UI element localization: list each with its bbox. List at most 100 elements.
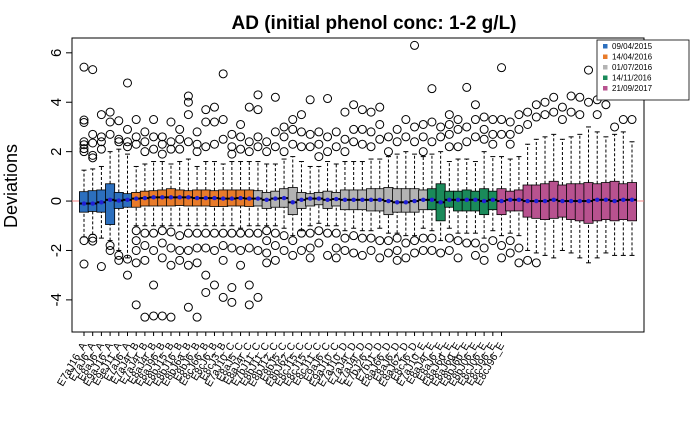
outlier-point [244,228,254,238]
outlier-point [479,255,489,265]
legend-swatch [603,75,608,80]
outlier-point [79,259,89,269]
mean-point [455,197,461,203]
outlier-point [514,243,524,253]
outlier-point [314,238,324,248]
outlier-point [227,297,237,307]
outlier-point [96,132,106,142]
box-49 [505,117,516,258]
mean-point [177,195,182,200]
legend-swatch [603,65,608,70]
outlier-point [566,107,576,117]
outlier-point [201,228,211,238]
outlier-point [192,139,202,149]
outlier-point [209,245,219,255]
outlier-point [470,238,480,248]
outlier-point [183,302,193,312]
outlier-point [122,270,132,280]
outlier-point [192,127,202,137]
outlier-point [149,311,159,321]
outlier-point [523,255,533,265]
mean-point [360,197,365,203]
outlier-point [96,144,106,154]
outlier-point [410,137,420,147]
outlier-point [88,233,98,243]
outlier-point [331,243,341,253]
outlier-point [444,245,454,255]
mean-point [334,196,339,202]
outlier-point [505,248,515,258]
outlier-point [418,119,428,129]
outlier-point [323,132,333,142]
box-58 [583,65,594,264]
outlier-point [149,245,159,255]
outlier-point [610,122,620,132]
outlier-point [305,253,315,263]
outlier-point [227,129,237,139]
outlier-point [175,124,185,134]
outlier-point [514,258,524,268]
outlier-point [305,95,315,105]
outlier-point [140,312,150,322]
mean-point [525,198,530,204]
y-tick-label: -4 [48,293,65,306]
mean-point [595,197,600,203]
outlier-point [105,117,115,127]
outlier-point [514,124,524,134]
outlier-point [88,236,98,246]
outlier-point [288,139,298,149]
outlier-point [296,228,306,238]
outlier-point [114,116,124,126]
outlier-point [192,258,202,268]
outlier-point [209,280,219,290]
box-57 [574,92,585,259]
outlier-point [149,132,159,142]
outlier-point [479,124,489,134]
box-8 [148,115,159,321]
outlier-point [201,105,211,115]
outlier-point [305,142,315,152]
mean-point [194,195,200,201]
outlier-point [122,124,132,134]
outlier-point [314,226,324,236]
outlier-point [462,238,472,248]
outlier-point [79,144,89,154]
outlier-point [236,245,246,255]
outlier-point [462,137,472,147]
mean-point [629,197,635,203]
outlier-point [131,236,141,246]
box-17 [226,129,237,307]
outlier-point [166,144,176,154]
mean-point [473,197,478,203]
mean-point [508,197,513,203]
outlier-point [488,139,498,149]
outlier-point [262,147,272,157]
outlier-point [122,137,132,147]
outlier-point [149,228,159,238]
box-34 [374,102,385,263]
legend-label: 14/11/2016 [612,74,652,83]
chart-title: AD (initial phenol conc: 1-2 g/L) [232,13,517,34]
outlier-point [375,253,385,263]
outlier-point [497,129,507,139]
outlier-point [392,137,402,147]
box-6 [131,115,142,310]
outlier-point [149,115,159,125]
mean-point [107,197,113,203]
outlier-point [140,228,150,238]
box-45 [470,100,481,260]
mean-point [186,195,191,200]
outlier-point [418,245,428,255]
outlier-point [140,127,150,137]
outlier-point [88,150,98,160]
outlier-point [79,137,89,147]
mean-point [133,196,139,201]
mean-point [229,196,235,201]
outlier-point [427,117,437,127]
outlier-point [209,228,219,238]
mean-point [464,197,469,203]
outlier-point [366,107,376,117]
outlier-point [383,248,393,258]
outlier-point [288,236,298,246]
